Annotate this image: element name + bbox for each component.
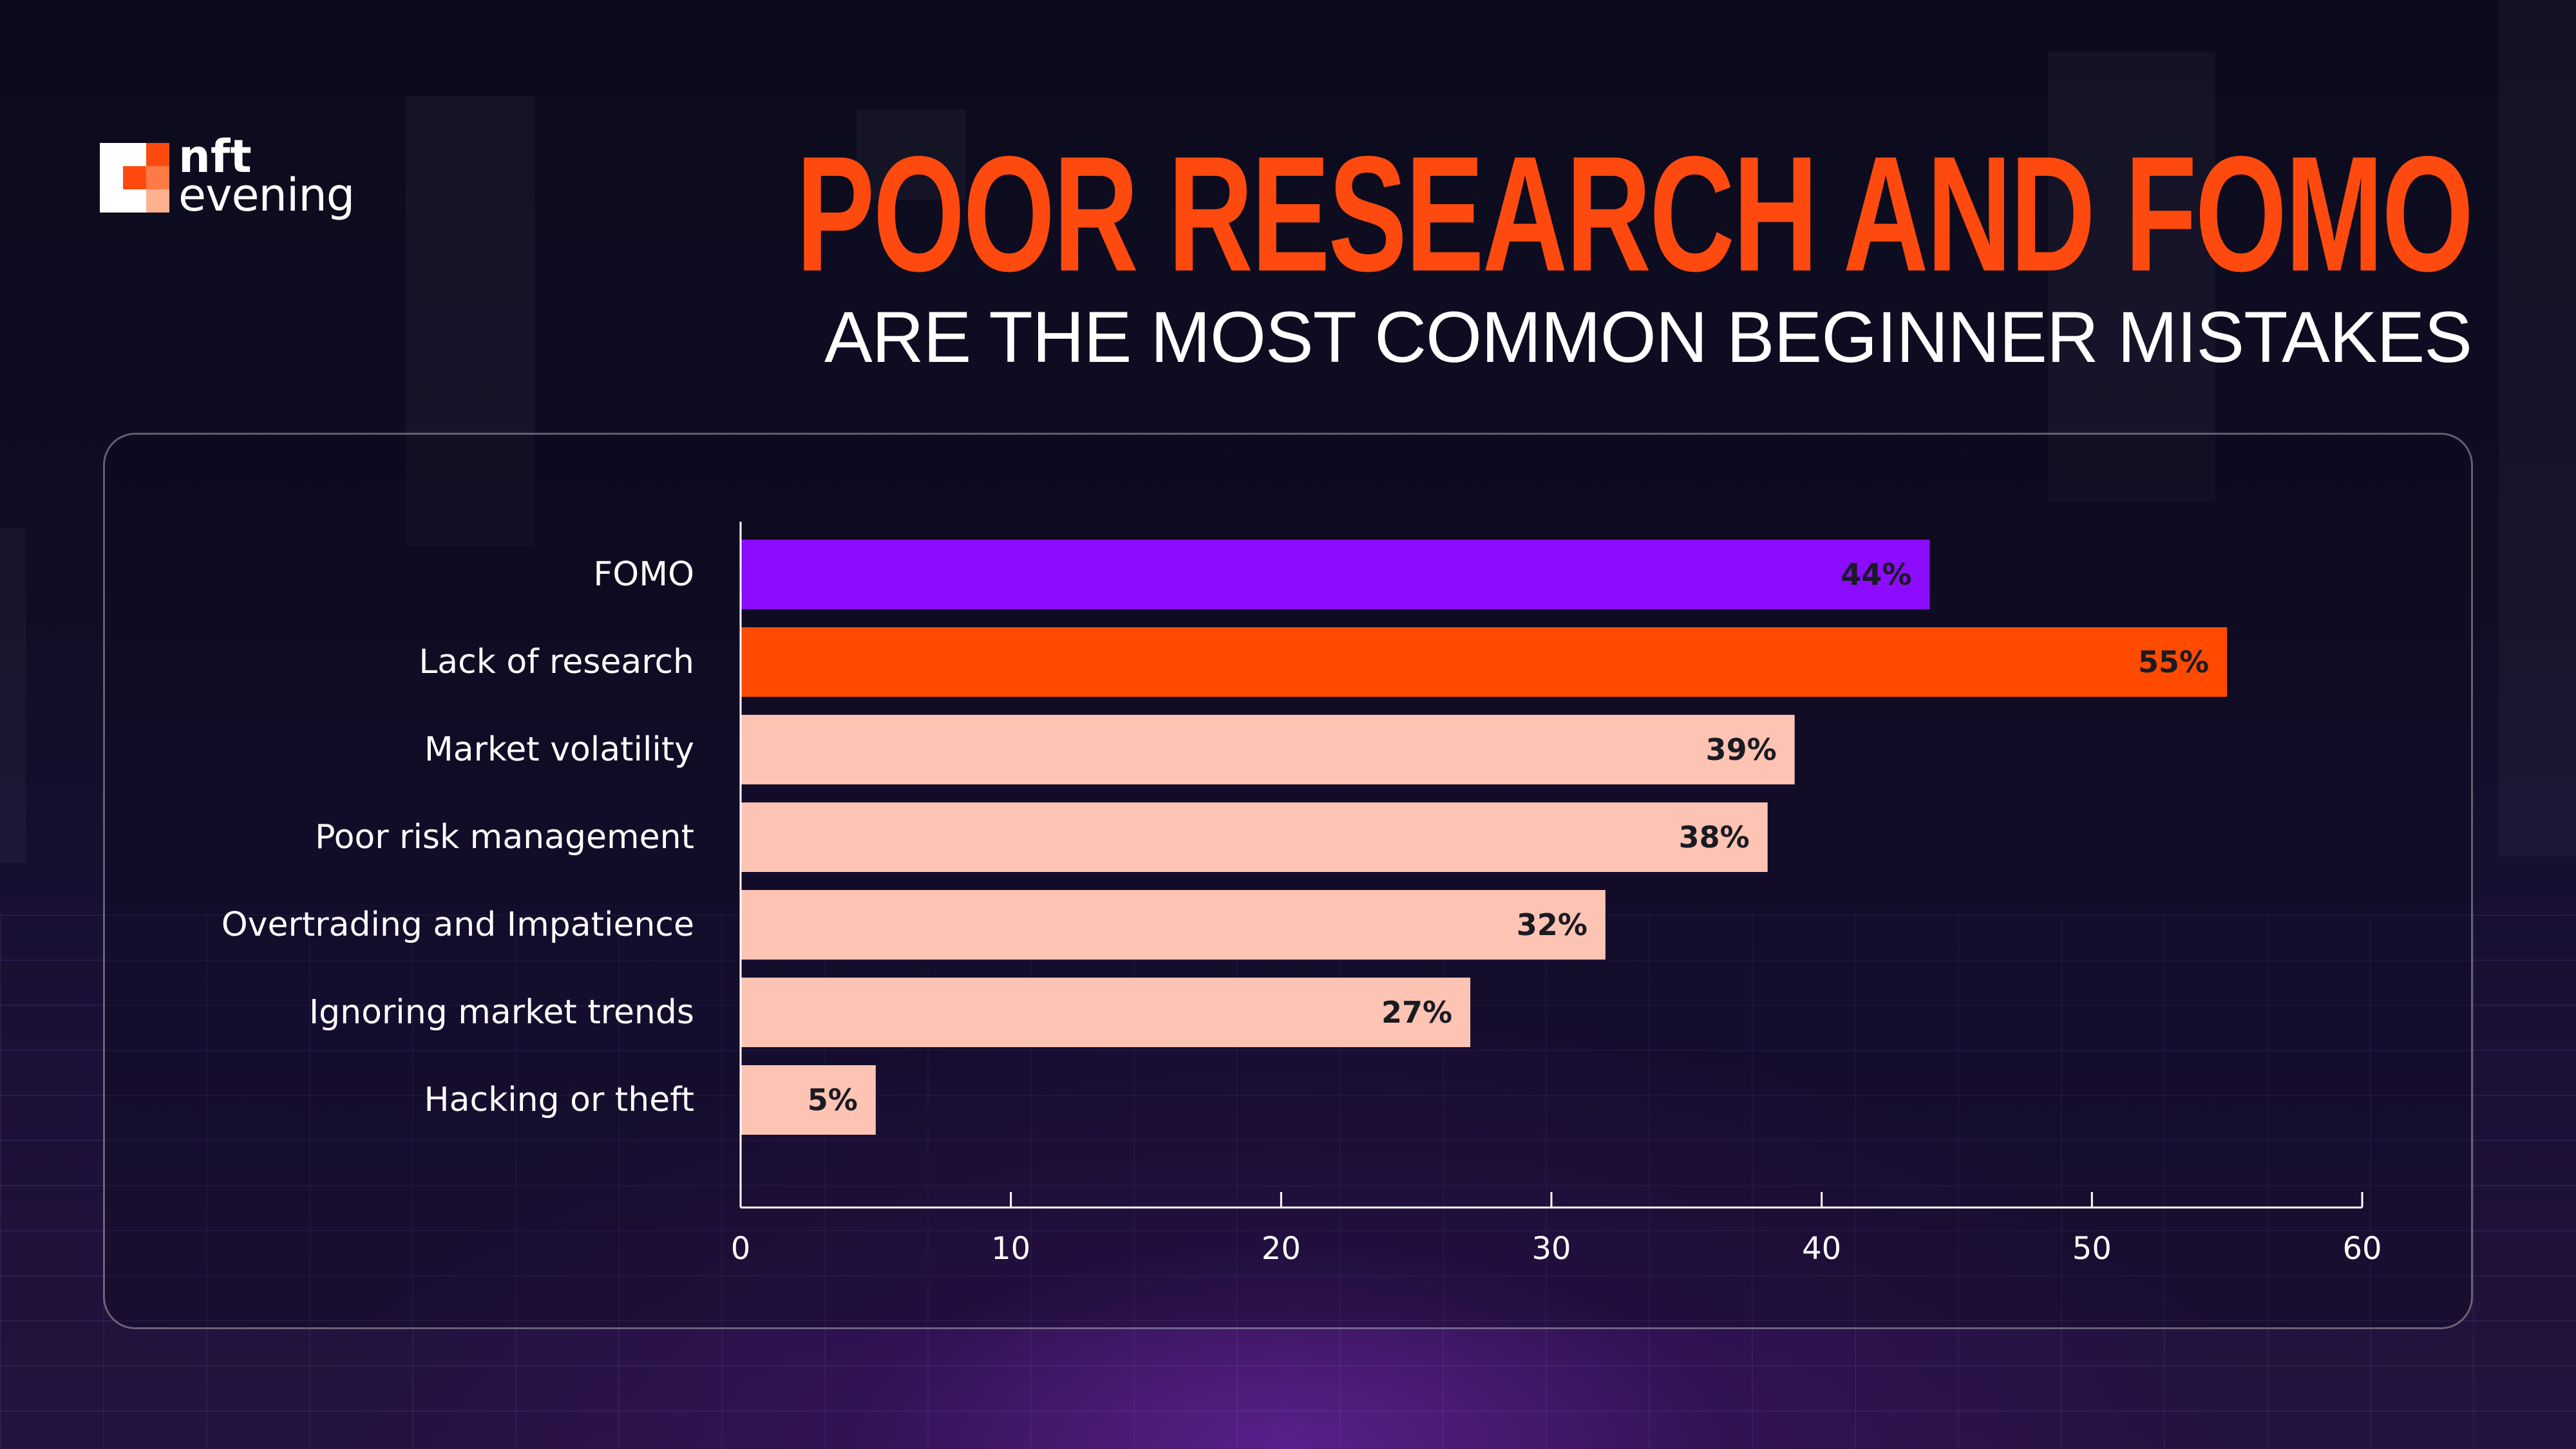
bar-chart: FOMO 44% Lack of research 55% Market volatil…: [222, 522, 2382, 1267]
x-tick-label-3: 30: [1531, 1231, 1571, 1267]
category-label-5: Ignoring market trends: [309, 993, 694, 1032]
value-label-4: 32%: [1517, 907, 1587, 942]
background-block: [0, 528, 26, 863]
page-subtitle: ARE THE MOST COMMON BEGINNER MISTAKES: [824, 297, 2472, 377]
value-label-6: 5%: [808, 1083, 858, 1117]
nft-evening-logo: nft evening: [100, 134, 370, 222]
bar-1: [741, 627, 2228, 697]
bar-5: [741, 978, 1471, 1047]
category-label-3: Poor risk management: [315, 818, 694, 857]
logo-mark-icon: [100, 143, 169, 213]
x-tick-label-6: 60: [2342, 1231, 2382, 1267]
bar-0: [741, 540, 1930, 609]
background-block: [2499, 0, 2576, 857]
bar-2: [741, 715, 1795, 784]
value-label-0: 44%: [1841, 557, 1911, 592]
logo-text-nft: nft: [178, 130, 252, 183]
value-label-3: 38%: [1679, 820, 1750, 855]
x-tick-label-4: 40: [1802, 1231, 1841, 1267]
category-label-6: Hacking or theft: [424, 1081, 694, 1119]
x-tick-label-0: 0: [731, 1231, 751, 1267]
x-tick-label-2: 20: [1262, 1231, 1301, 1267]
bar-6: [741, 1065, 876, 1135]
logo-text-evening: evening: [178, 169, 355, 222]
bar-4: [741, 890, 1605, 960]
value-label-2: 39%: [1706, 732, 1777, 767]
category-label-4: Overtrading and Impatience: [222, 905, 694, 944]
category-label-2: Market volatility: [424, 730, 694, 769]
chart-panel: FOMO 44% Lack of research 55% Market volatil…: [103, 433, 2473, 1329]
bar-3: [741, 802, 1768, 872]
value-label-1: 55%: [2138, 645, 2209, 679]
value-label-5: 27%: [1381, 995, 1452, 1030]
x-tick-label-1: 10: [991, 1231, 1030, 1267]
x-tick-label-5: 50: [2072, 1231, 2112, 1267]
category-label-1: Lack of research: [419, 643, 694, 681]
category-label-0: FOMO: [593, 555, 694, 594]
page-title: POOR RESEARCH AND FOMO: [795, 122, 2474, 306]
